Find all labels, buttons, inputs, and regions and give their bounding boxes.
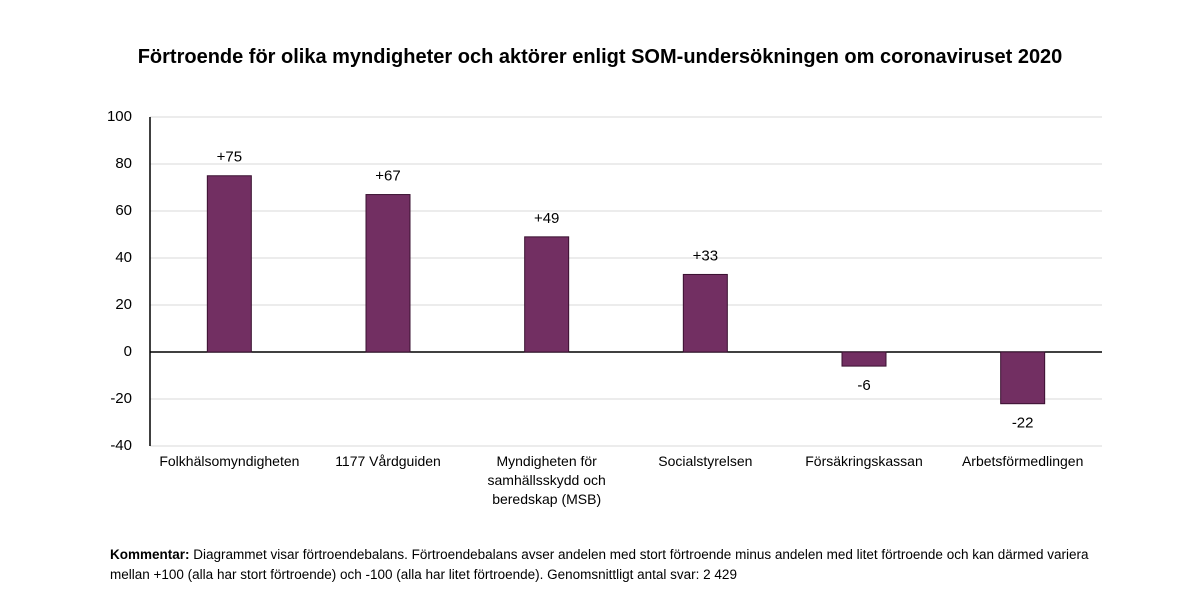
- y-tick-label: -40: [110, 437, 132, 454]
- y-tick-label: 40: [115, 249, 132, 266]
- chart-title: Förtroende för olika myndigheter och akt…: [137, 46, 1063, 68]
- x-tick-label: Folkhälsomyndigheten: [159, 453, 300, 469]
- x-tick-label: Arbetsförmedlingen: [961, 453, 1084, 469]
- x-tick-label: Försäkringskassan: [805, 453, 923, 469]
- y-tick-label: 100: [107, 108, 132, 125]
- value-label: +67: [375, 168, 400, 185]
- y-tick-label: 60: [115, 202, 132, 219]
- y-tick-label: 80: [115, 155, 132, 172]
- value-label: -22: [1012, 415, 1034, 432]
- x-tick-label: 1177 Vårdguiden: [335, 453, 441, 469]
- bar: [682, 273, 728, 353]
- bar: [365, 194, 411, 353]
- comment-label: Kommentar:: [110, 547, 190, 562]
- x-tick-label: Socialstyrelsen: [658, 453, 753, 469]
- value-label: +49: [534, 210, 559, 227]
- bar: [206, 175, 252, 353]
- y-tick-label: 0: [124, 343, 132, 360]
- value-label: +33: [693, 247, 718, 264]
- comment: Kommentar: Diagrammet visar förtroendeba…: [110, 545, 1100, 585]
- bar: [524, 236, 570, 353]
- y-tick-label: -20: [110, 390, 132, 407]
- value-label: +75: [217, 149, 242, 166]
- comment-text: Diagrammet visar förtroendebalans. Förtr…: [110, 547, 1089, 582]
- x-tick-label: Myndigheten för samhällsskydd och bereds…: [487, 453, 606, 507]
- bar: [1000, 351, 1046, 405]
- value-label: -6: [857, 377, 870, 394]
- y-tick-label: 20: [115, 296, 132, 313]
- bar: [841, 351, 887, 367]
